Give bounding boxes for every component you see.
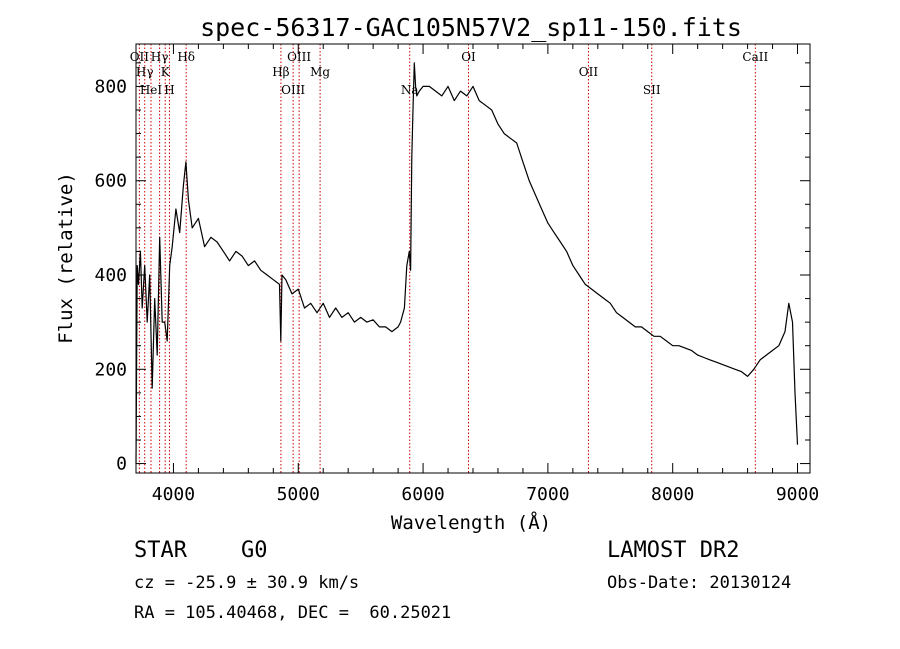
- marker-lines-group: [138, 44, 756, 473]
- object-class: STAR: [134, 538, 187, 563]
- marker-label: OII: [130, 50, 150, 64]
- x-tick-label: 6000: [401, 484, 444, 505]
- marker-label: CaII: [742, 50, 768, 64]
- redshift-cz: cz = -25.9 ± 30.9 km/s: [134, 573, 360, 593]
- marker-label: Hγ: [136, 65, 154, 79]
- chart-title: spec-56317-GAC105N57V2_sp11-150.fits: [200, 13, 742, 42]
- y-axis: 0 200 400 600 800: [94, 62, 810, 475]
- marker-label: HeI: [140, 83, 163, 97]
- marker-label: OIII: [287, 50, 311, 64]
- x-tick-label: 9000: [776, 484, 819, 505]
- marker-label: OI: [461, 50, 476, 64]
- marker-label: Mg: [310, 65, 330, 79]
- marker-label: Hβ: [272, 65, 289, 79]
- x-tick-label: 5000: [277, 484, 320, 505]
- y-axis-label: Flux (relative): [55, 172, 77, 344]
- y-tick-label: 600: [94, 171, 127, 192]
- marker-label: OII: [579, 65, 599, 79]
- y-tick-label: 200: [94, 359, 127, 380]
- plot-frame: [135, 43, 811, 474]
- marker-label: OIII: [281, 83, 305, 97]
- marker-label: SII: [643, 83, 661, 97]
- marker-label: H: [164, 83, 174, 97]
- observation-date: Obs-Date: 20130124: [607, 573, 792, 593]
- sky-coordinates: RA = 105.40468, DEC = 60.25021: [134, 603, 452, 623]
- x-axis: 4000 5000 6000 7000 8000 9000: [152, 44, 819, 505]
- y-tick-label: 800: [94, 76, 127, 97]
- y-tick-label: 400: [94, 265, 127, 286]
- marker-label: Hγ: [151, 50, 169, 64]
- spectrum-line: [135, 62, 799, 464]
- object-subclass: G0: [241, 538, 268, 563]
- data-release: LAMOST DR2: [607, 538, 740, 563]
- x-axis-label: Wavelength (Å): [391, 511, 551, 534]
- x-tick-label: 8000: [651, 484, 694, 505]
- marker-label: Hδ: [177, 50, 195, 64]
- x-tick-label: 7000: [526, 484, 569, 505]
- x-tick-label: 4000: [152, 484, 195, 505]
- marker-label: K: [161, 65, 171, 79]
- y-tick-label: 0: [116, 454, 127, 475]
